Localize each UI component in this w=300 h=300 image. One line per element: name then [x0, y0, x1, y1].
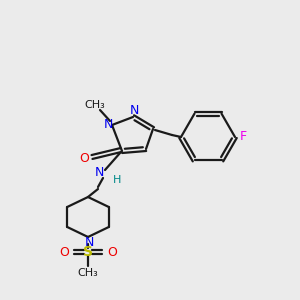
- Text: O: O: [79, 152, 89, 164]
- Text: CH₃: CH₃: [85, 100, 105, 110]
- Text: O: O: [59, 245, 69, 259]
- Text: N: N: [84, 236, 94, 248]
- Text: N: N: [129, 104, 139, 118]
- Text: N: N: [103, 118, 113, 130]
- Text: CH₃: CH₃: [78, 268, 98, 278]
- Text: S: S: [83, 245, 93, 259]
- Text: H: H: [113, 175, 121, 185]
- Text: F: F: [239, 130, 247, 143]
- Text: N: N: [94, 167, 104, 179]
- Text: O: O: [107, 245, 117, 259]
